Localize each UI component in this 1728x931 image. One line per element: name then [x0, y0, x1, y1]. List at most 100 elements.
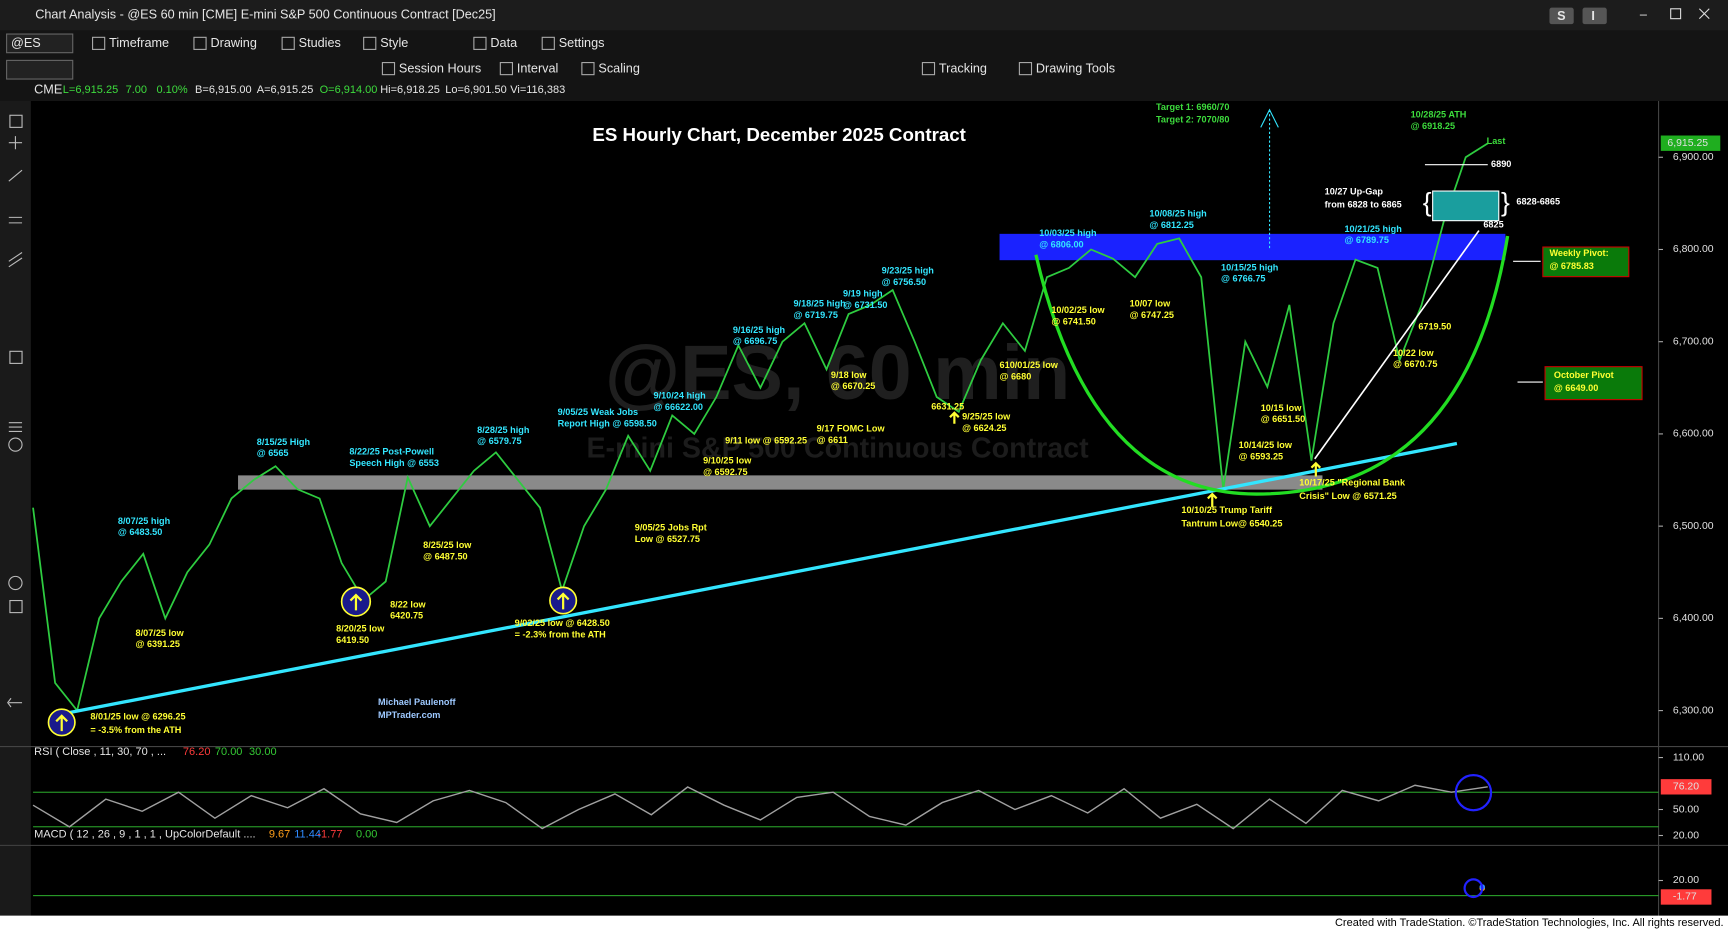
rsi-reading: 30.00 [249, 746, 277, 758]
tool-icon[interactable] [9, 350, 23, 364]
tool-item[interactable]: Drawing Tools [1036, 62, 1115, 76]
macd-reading: -1.77 [317, 828, 342, 840]
annotation: Tantrum Low@ 6540.25 [1181, 519, 1282, 529]
menu-item[interactable]: Settings [559, 36, 605, 50]
tool-icon[interactable] [7, 697, 23, 708]
annotation: 9/19 high [843, 289, 883, 299]
annotation: Report High @ 6598.50 [558, 419, 657, 429]
annotation: Michael Paulenoff [378, 697, 457, 707]
menu-item[interactable]: Drawing [210, 36, 256, 50]
annotation: @ 6487.50 [423, 551, 467, 561]
annotation: @ 6756.50 [882, 277, 926, 287]
annotation: Low @ 6527.75 [635, 534, 700, 544]
tool-icon[interactable] [8, 575, 23, 591]
arrow [55, 714, 69, 732]
menu-icon [281, 36, 295, 50]
close[interactable] [1698, 8, 1710, 20]
s-button[interactable] [1549, 7, 1574, 25]
october-pivot-box [1544, 366, 1643, 401]
annotation: 10/27 Up-Gap [1325, 187, 1384, 197]
arrow [349, 593, 363, 611]
brace: } [1501, 187, 1510, 217]
brace: { [1423, 187, 1432, 217]
annotation: 10/03/25 high [1039, 228, 1096, 238]
annotation: @ 6747.25 [1130, 310, 1174, 320]
menu-icon [193, 36, 207, 50]
annotation: 10/02/25 low [1051, 305, 1105, 315]
footer-bar [0, 915, 1728, 931]
annotation: @ 6611 [817, 435, 848, 445]
tool-icon[interactable] [9, 114, 23, 128]
macd-tag [1660, 889, 1712, 905]
annotation: @ 6731.50 [843, 300, 887, 310]
tool-icon[interactable] [8, 422, 23, 433]
annotation: @ 6391.25 [136, 639, 180, 649]
tool-icon[interactable] [8, 136, 23, 150]
annotation: Target 2: 7070/80 [1156, 115, 1229, 125]
menu-item[interactable]: Timeframe [109, 36, 169, 50]
annotation: 6419.50 [336, 635, 369, 645]
annotation: 8/22/25 Post-Powell [349, 447, 434, 457]
annotation: @ 6649.00 [1554, 383, 1598, 393]
tool-icon[interactable] [9, 599, 23, 614]
macd-tick-label: 20.00 [1673, 875, 1699, 886]
quote-field: Lo=6,901.50 [445, 84, 507, 96]
y-tick-label: 6,300.00 [1673, 705, 1714, 716]
menu-item[interactable]: Data [490, 36, 518, 50]
arrow [1310, 461, 1322, 477]
annotation: 9/18/25 high [793, 299, 845, 309]
tool-icon[interactable] [8, 437, 23, 452]
annotation: Target 1: 6960/70 [1156, 102, 1229, 112]
tool-icon[interactable] [8, 252, 23, 268]
annotation: = -2.3% from the ATH [515, 629, 606, 639]
rsi-line [32, 784, 1488, 830]
menu-item[interactable]: Style [380, 36, 408, 50]
quote-field: Vi=116,383 [510, 84, 565, 96]
tool-item[interactable]: Session Hours [399, 62, 481, 76]
annotation: 8/07/25 high [118, 516, 170, 526]
annotation: 9/11 low @ 6592.25 [725, 436, 807, 446]
interval-box[interactable] [6, 59, 74, 80]
annotation: 10/08/25 high [1149, 209, 1206, 219]
quote-field: 7.00 [126, 84, 147, 96]
annotation: 9/25/25 low [962, 412, 1011, 422]
annotation: 10/14/25 low [1239, 440, 1293, 450]
tool-icon[interactable] [8, 216, 23, 224]
annotation: @ 6483.50 [118, 527, 162, 537]
annotation: @ 6680 [1000, 371, 1032, 381]
gap-box [1432, 190, 1500, 222]
trend-line [63, 441, 1458, 716]
maximize[interactable] [1670, 8, 1682, 20]
trend-line [1314, 230, 1480, 460]
footer: Created with TradeStation. ©TradeStation… [1335, 917, 1724, 929]
tool-icon[interactable] [8, 169, 23, 182]
annotation: 6631.25 [931, 402, 964, 412]
annotation: @ 6651.50 [1261, 414, 1305, 424]
macd-reading: 9.67 [269, 828, 290, 840]
tool-item[interactable]: Scaling [598, 62, 640, 76]
annotation: Last [1487, 136, 1506, 146]
menu-item[interactable]: Studies [299, 36, 341, 50]
symbol-box[interactable] [6, 33, 74, 54]
macd-highlight [1463, 878, 1484, 899]
annotation: 8/28/25 high [477, 425, 529, 435]
annotation: @ 66622.00 [654, 402, 704, 412]
rsi-reading: 70.00 [215, 746, 243, 758]
annotation: 10/22 low [1393, 348, 1435, 358]
tool-icon [581, 62, 595, 76]
tool-item[interactable]: Tracking [939, 62, 987, 76]
annotation: @ 6565 [257, 448, 289, 458]
annotation: @ 6789.75 [1344, 235, 1388, 245]
tool-item[interactable]: Interval [517, 62, 558, 76]
tool-icon [921, 62, 936, 76]
annotation: 8/07/25 low [136, 628, 185, 638]
annotation: Speech High @ 6553 [349, 458, 439, 468]
annotation: @ 6785.83 [1549, 261, 1593, 271]
i-button[interactable] [1582, 7, 1607, 25]
y-tick-label: 6,700.00 [1673, 336, 1714, 347]
annotation: @ 6741.50 [1051, 316, 1095, 326]
minimize[interactable]: – [1640, 8, 1648, 22]
annotation: @ 6579.75 [477, 436, 521, 446]
